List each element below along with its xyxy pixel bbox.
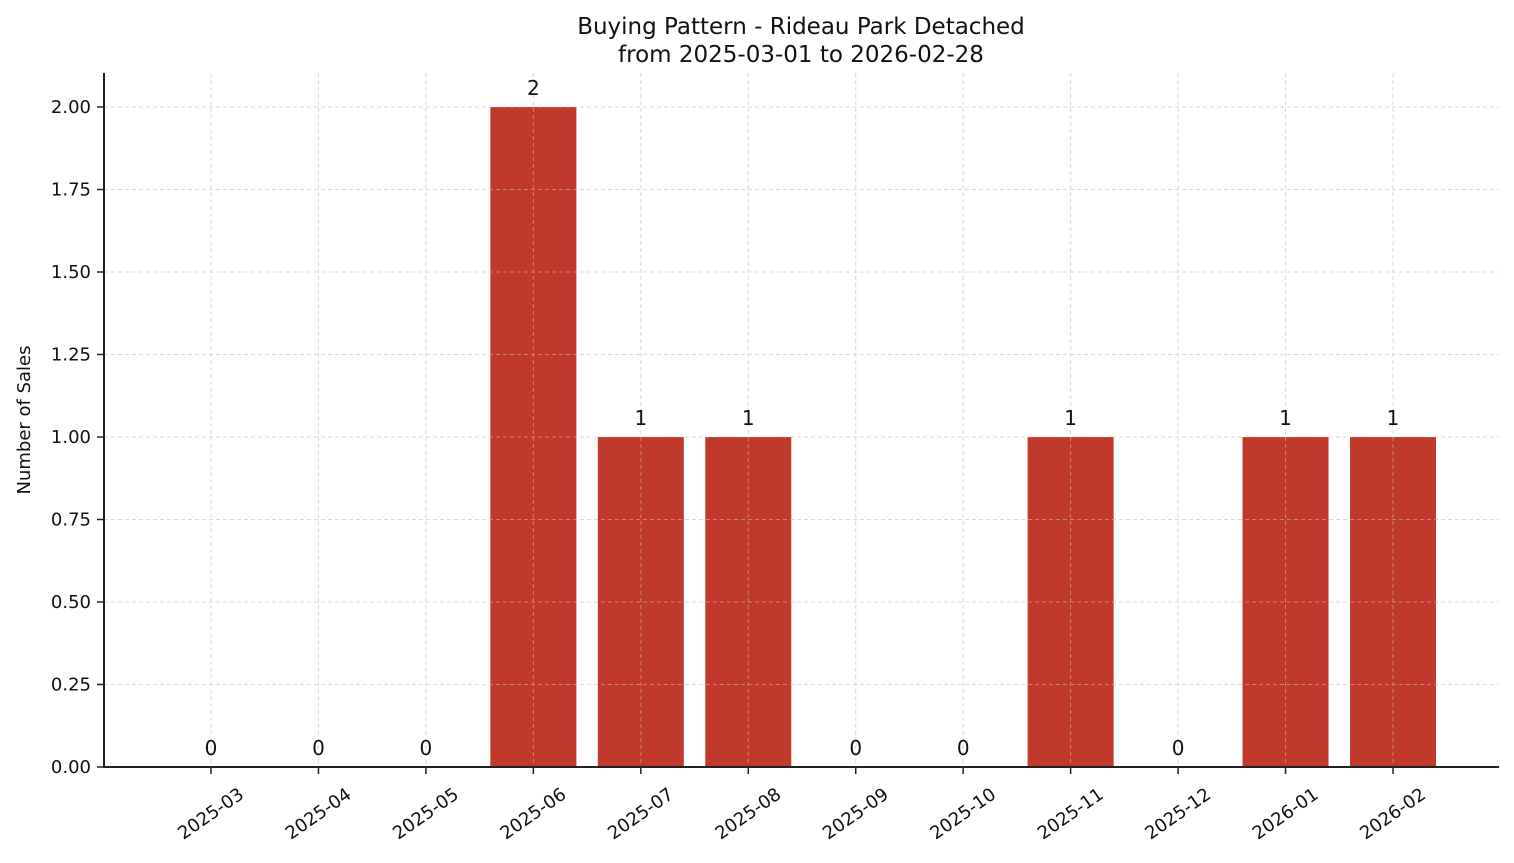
bar-value-label: 1	[634, 406, 647, 430]
grid-lines	[104, 73, 1499, 768]
y-tick-label: 1.75	[51, 180, 91, 201]
bar	[1027, 437, 1114, 767]
bars	[490, 107, 1436, 767]
bar-value-label: 1	[1064, 406, 1077, 430]
y-axis: 0.00 0.25 0.50 0.75 1.00 1.25 1.50 1.75 2.00	[51, 73, 105, 778]
bar	[705, 437, 792, 767]
y-tick-label: 0.25	[51, 675, 91, 696]
bar-value-labels: 0 0 0 2 1 1 0 0 1 0 1 1	[205, 76, 1400, 760]
bar	[597, 437, 684, 767]
x-tick-label: 2026-02	[1356, 784, 1430, 844]
x-tick-label: 2025-12	[1141, 784, 1215, 844]
bar	[490, 107, 577, 767]
y-axis-label: Number of Sales	[14, 345, 35, 494]
x-tick-label: 2025-11	[1034, 784, 1108, 844]
x-tick-label: 2025-07	[604, 784, 678, 844]
y-tick-label: 0.50	[51, 592, 91, 613]
bar-value-label: 0	[849, 736, 862, 760]
x-tick-label: 2025-06	[497, 784, 571, 844]
x-tick-label: 2025-05	[389, 784, 463, 844]
bar-value-label: 1	[1279, 406, 1292, 430]
bar-value-label: 0	[205, 736, 218, 760]
bar-value-label: 0	[1172, 736, 1185, 760]
bar-value-label: 2	[527, 76, 540, 100]
chart-title: Buying Pattern - Rideau Park Detached	[577, 14, 1025, 40]
x-tick-label: 2025-08	[711, 784, 785, 844]
x-axis: 2025-03 2025-04 2025-05 2025-06 2025-07 2025-…	[103, 766, 1499, 844]
y-tick-label: 2.00	[51, 97, 91, 118]
bar-value-label: 1	[742, 406, 755, 430]
y-tick-label: 1.00	[51, 427, 91, 448]
x-tick-label: 2025-09	[819, 784, 893, 844]
x-tick-label: 2025-10	[926, 784, 1000, 844]
bar	[1242, 437, 1329, 767]
x-tick-label: 2025-03	[174, 784, 248, 844]
y-tick-label: 0.75	[51, 510, 91, 531]
y-tick-label: 1.50	[51, 262, 91, 283]
bar-value-label: 0	[312, 736, 325, 760]
bar-value-label: 0	[420, 736, 433, 760]
bar	[1350, 437, 1436, 767]
x-tick-label: 2025-04	[282, 784, 356, 844]
bar-value-label: 1	[1387, 406, 1400, 430]
bar-value-label: 0	[957, 736, 970, 760]
chart-subtitle: from 2025-03-01 to 2026-02-28	[618, 42, 984, 68]
y-tick-label: 1.25	[51, 345, 91, 366]
x-tick-label: 2026-01	[1249, 784, 1323, 844]
y-tick-label: 0.00	[51, 757, 91, 778]
